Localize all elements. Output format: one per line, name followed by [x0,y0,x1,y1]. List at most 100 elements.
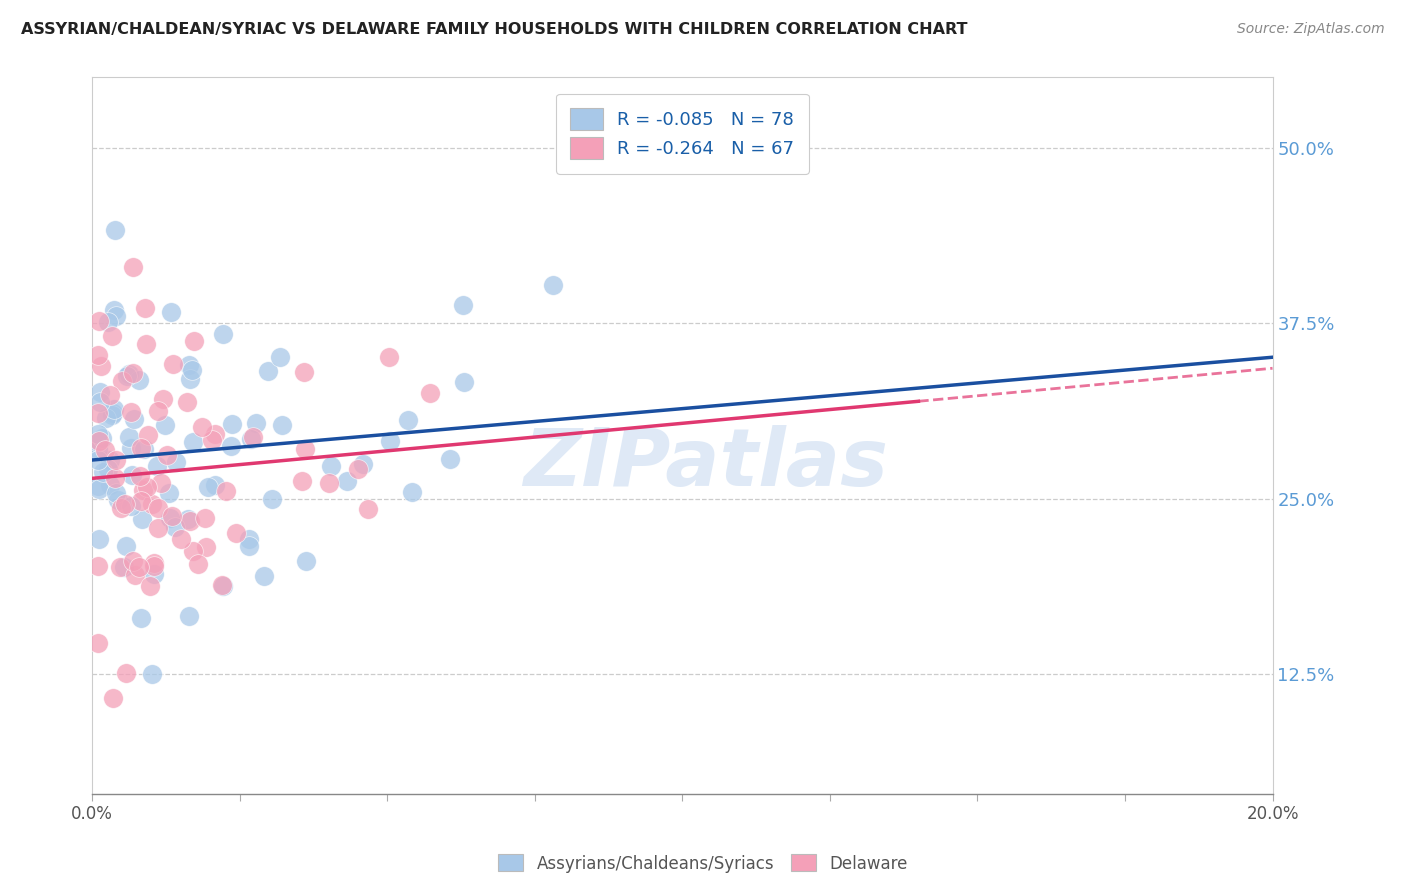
Point [120,442,142,456]
Point [94,410,117,425]
Point [101,329,124,343]
Text: ZIPatlas: ZIPatlas [523,425,889,503]
Point [136,428,159,442]
Point [98,388,121,402]
Point [204,427,226,442]
Point [318,476,340,491]
Point [176,512,198,526]
Point [152,392,174,407]
Point [215,483,238,498]
Point [141,497,163,511]
Point [162,357,184,371]
Point [201,433,224,447]
Point [142,566,165,581]
Point [336,474,359,488]
Point [256,364,278,378]
Point [269,350,291,364]
Point [165,520,187,534]
Point [179,514,201,528]
Point [138,579,160,593]
Point [129,441,152,455]
Point [253,569,276,583]
Point [112,560,135,574]
Point [225,526,247,541]
Point [541,278,564,293]
Point [104,486,127,500]
Point [453,375,475,389]
Point [221,417,243,431]
Point [89,314,111,328]
Point [239,432,262,446]
Point [146,404,169,418]
Point [160,305,183,319]
Point [141,667,163,681]
Point [89,385,111,400]
Point [219,439,242,453]
Point [118,430,141,444]
Point [194,511,217,525]
Point [108,560,131,574]
Point [183,334,205,349]
Point [135,480,157,494]
Point [177,608,200,623]
Point [94,443,117,458]
Point [128,559,150,574]
Point [165,455,187,469]
Point [89,482,111,496]
Point [321,458,343,473]
Point [179,358,201,372]
Point [170,533,193,547]
Point [103,401,125,416]
Point [87,435,110,450]
Point [104,453,127,467]
Point [90,359,112,373]
Point [122,260,145,275]
Point [135,336,157,351]
Point [179,372,201,386]
Point [98,478,121,492]
Point [156,448,179,462]
Point [110,501,132,516]
Point [356,502,378,516]
Point [197,480,219,494]
Point [142,556,165,570]
Point [211,577,233,591]
Text: Source: ZipAtlas.com: Source: ZipAtlas.com [1237,22,1385,37]
Point [114,497,136,511]
Point [97,462,120,476]
Point [107,493,129,508]
Point [120,499,142,513]
Point [401,484,423,499]
Point [146,500,169,515]
Point [122,554,145,568]
Point [132,483,155,497]
Point [129,611,152,625]
Point [91,465,114,479]
Point [121,367,143,381]
Point [295,554,318,568]
Point [120,405,142,419]
Point [128,374,150,388]
Point [352,457,374,471]
Point [114,539,136,553]
Point [439,452,461,467]
Point [87,434,110,449]
Text: ASSYRIAN/CHALDEAN/SYRIAC VS DELAWARE FAMILY HOUSEHOLDS WITH CHILDREN CORRELATION: ASSYRIAN/CHALDEAN/SYRIAC VS DELAWARE FAM… [21,22,967,37]
Point [346,462,368,476]
Point [160,509,183,524]
Point [91,431,114,445]
Point [142,558,165,573]
Legend: Assyrians/Chaldeans/Syriacs, Delaware: Assyrians/Chaldeans/Syriacs, Delaware [492,847,914,880]
Point [87,532,110,546]
Point [128,469,150,483]
Point [101,409,124,423]
Point [104,223,127,237]
Point [181,435,204,450]
Point [114,666,136,681]
Point [115,369,138,384]
Point [242,430,264,444]
Point [118,367,141,381]
Point [124,567,146,582]
Point [180,363,202,377]
Point [122,412,145,426]
